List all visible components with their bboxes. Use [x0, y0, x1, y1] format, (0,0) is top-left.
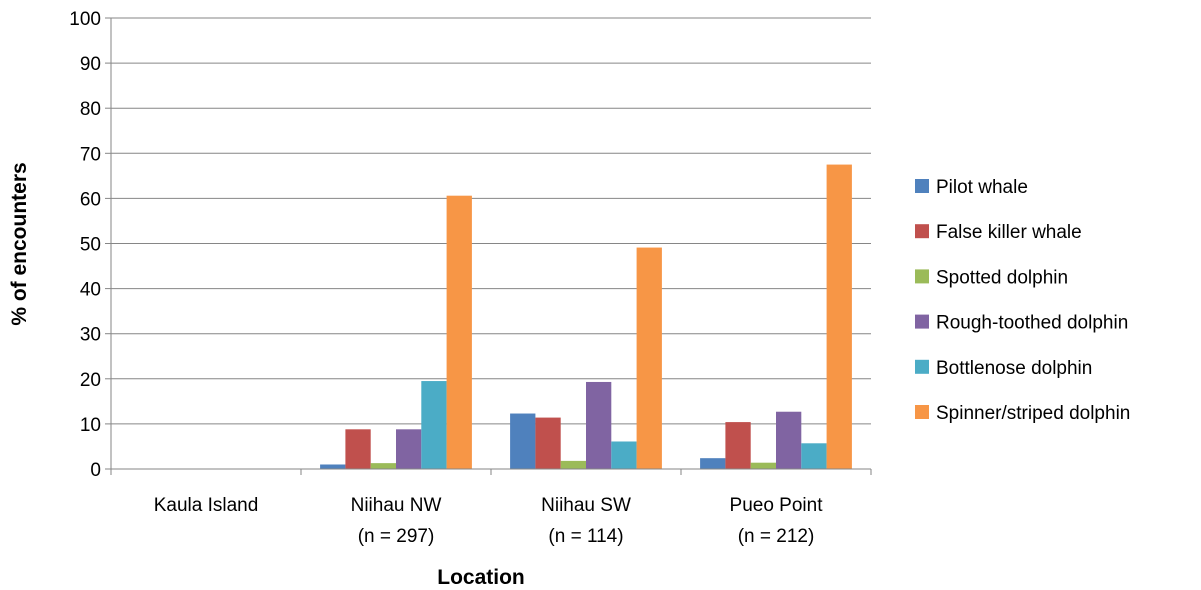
axes	[105, 17, 872, 475]
x-tick-label: Kaula Island	[154, 495, 259, 516]
bar	[776, 411, 802, 469]
bar	[611, 441, 637, 469]
legend: Pilot whale False killer whale Spotted dol…	[915, 177, 1130, 424]
bar	[345, 429, 371, 469]
y-tick-label: 20	[80, 370, 101, 391]
x-tick-label-sub: (n = 297)	[358, 526, 435, 547]
bar	[396, 429, 422, 469]
x-tick-label-sub: (n = 114)	[548, 526, 623, 547]
x-tick-label-sub: (n = 212)	[738, 526, 815, 547]
y-tick-label: 0	[90, 460, 101, 481]
bar	[725, 422, 751, 469]
legend-label: Pilot whale	[936, 177, 1028, 198]
bar	[560, 460, 586, 469]
bar	[370, 463, 396, 469]
legend-swatch	[915, 359, 929, 374]
legend-label: Bottlenose dolphin	[936, 358, 1092, 379]
legend-label: Spinner/striped dolphin	[936, 403, 1130, 424]
legend-label: Spotted dolphin	[936, 267, 1068, 288]
bar	[636, 247, 662, 469]
y-tick-labels: 0 10 20 30 40 50 60 70 80 90 100	[69, 9, 101, 481]
y-tick-label: 100	[69, 9, 101, 30]
y-axis-title: % of encounters	[8, 162, 31, 325]
x-tick-label: Pueo Point	[730, 495, 824, 516]
y-tick-label: 10	[80, 415, 101, 436]
bars	[320, 164, 852, 469]
legend-swatch	[915, 405, 929, 419]
x-tick-labels: Kaula Island Niihau NW (n = 297) Niihau SW (…	[154, 495, 823, 547]
x-axis-title: Location	[437, 566, 525, 589]
y-tick-label: 30	[80, 325, 101, 346]
bar	[586, 381, 612, 469]
bar	[801, 443, 827, 469]
legend-swatch	[915, 179, 929, 193]
bar	[535, 417, 561, 469]
legend-swatch	[915, 224, 929, 239]
bar	[421, 381, 447, 469]
y-tick-label: 60	[80, 189, 101, 210]
y-tick-label: 40	[80, 280, 101, 301]
legend-swatch	[915, 269, 929, 284]
bar	[320, 464, 346, 469]
bar	[826, 164, 852, 469]
x-tick-label: Niihau NW	[351, 495, 442, 516]
bar	[510, 413, 536, 469]
y-tick-label: 90	[80, 54, 101, 75]
y-tick-label: 70	[80, 144, 101, 165]
y-tick-label: 80	[80, 99, 101, 120]
y-tick-label: 50	[80, 235, 101, 256]
legend-swatch	[915, 314, 929, 329]
bar	[750, 462, 776, 469]
bar	[700, 458, 726, 469]
x-tick-label: Niihau SW	[541, 495, 631, 516]
gridlines	[111, 17, 871, 470]
legend-label: Rough-toothed dolphin	[936, 313, 1128, 334]
bar	[446, 195, 472, 469]
legend-label: False killer whale	[936, 222, 1082, 243]
